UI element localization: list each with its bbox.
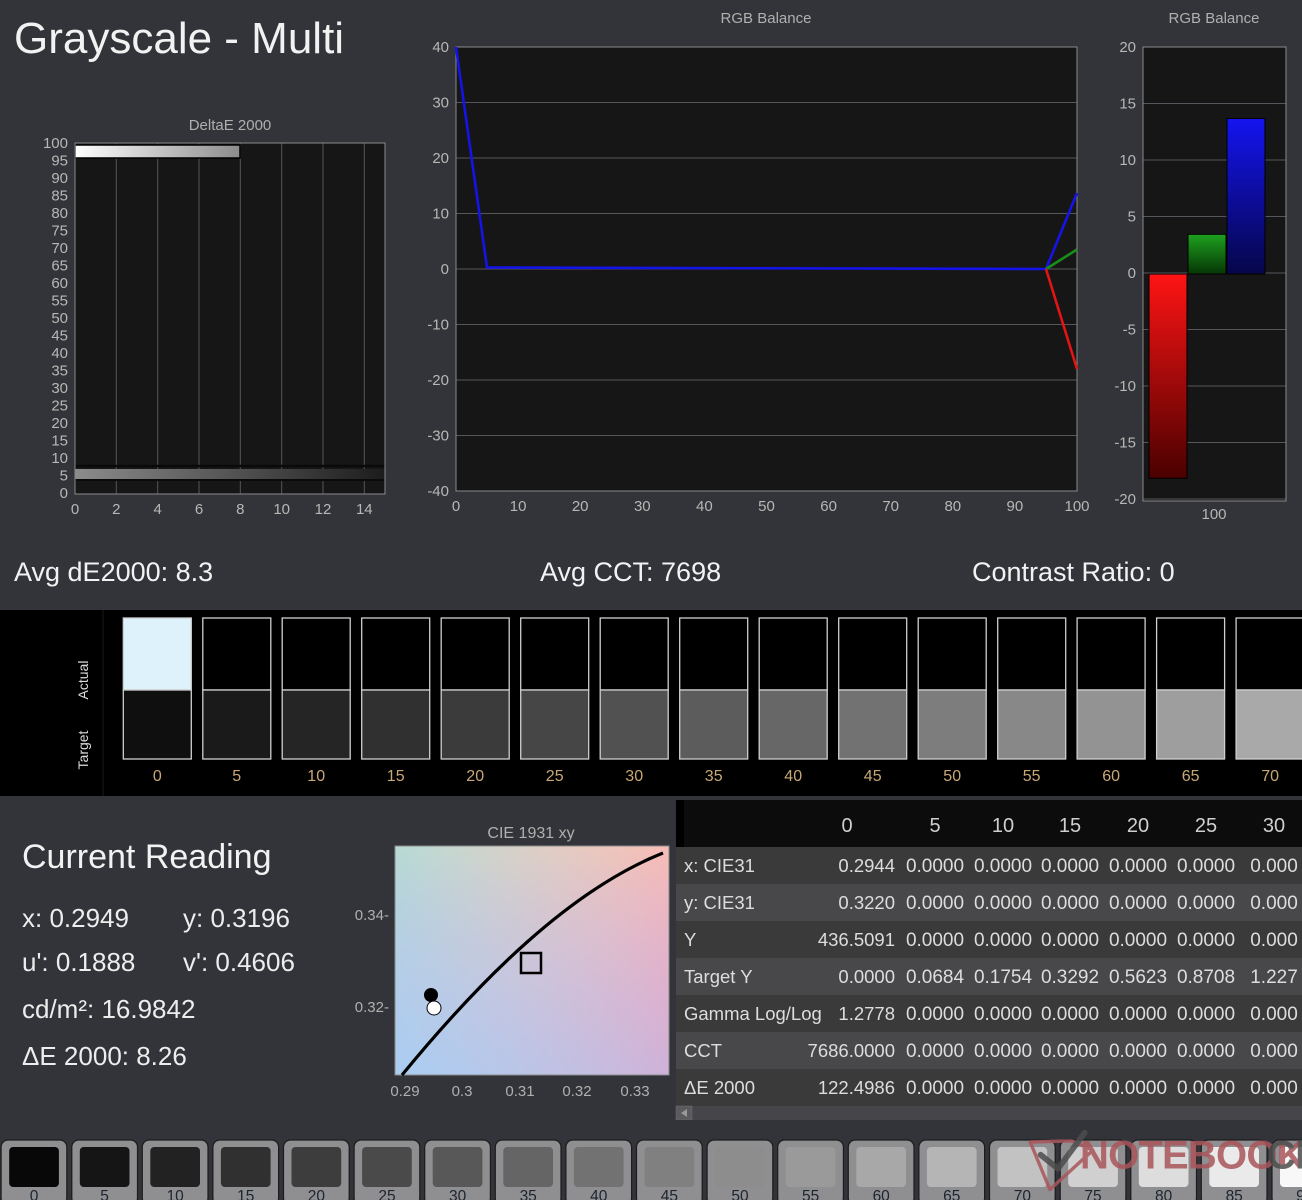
svg-text:CHECK: CHECK [1267,1134,1302,1178]
